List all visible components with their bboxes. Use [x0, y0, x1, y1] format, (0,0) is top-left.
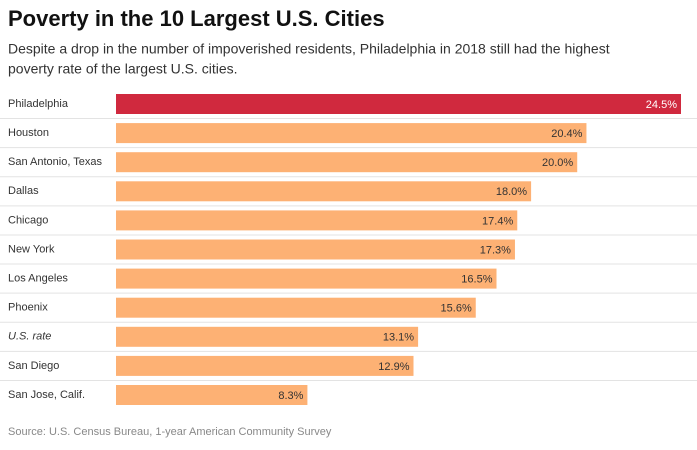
- bar: [116, 94, 681, 114]
- category-label: U.S. rate: [8, 331, 51, 343]
- value-label: 13.1%: [383, 332, 414, 344]
- bar: [116, 210, 518, 231]
- value-label: 18.0%: [496, 186, 527, 198]
- category-label: New York: [8, 243, 55, 255]
- bar: [116, 181, 532, 202]
- value-label: 17.4%: [482, 215, 513, 227]
- subtitle: Despite a drop in the number of impoveri…: [8, 41, 610, 57]
- value-label: 15.6%: [441, 303, 472, 315]
- chart-title: Poverty in the 10 Largest U.S. Cities: [8, 6, 385, 31]
- source: Source: U.S. Census Bureau, 1-year Ameri…: [8, 426, 332, 438]
- category-label: San Jose, Calif.: [8, 389, 85, 401]
- category-label: Chicago: [8, 214, 48, 226]
- category-label: San Antonio, Texas: [8, 156, 102, 168]
- category-label: Philadelphia: [8, 98, 69, 110]
- category-label: Los Angeles: [8, 273, 68, 285]
- value-label: 24.5%: [646, 99, 677, 111]
- bar: [116, 385, 308, 405]
- bar: [116, 268, 497, 289]
- bar: [116, 152, 578, 173]
- bar: [116, 297, 476, 318]
- value-label: 20.0%: [542, 157, 573, 169]
- bar: [116, 326, 419, 347]
- value-label: 16.5%: [461, 274, 492, 286]
- category-label: San Diego: [8, 360, 59, 372]
- category-label: Houston: [8, 127, 49, 139]
- bar: [116, 239, 515, 260]
- category-label: Dallas: [8, 185, 39, 197]
- value-label: 20.4%: [551, 128, 582, 140]
- value-label: 8.3%: [278, 390, 303, 402]
- value-label: 12.9%: [378, 361, 409, 373]
- bar: [116, 123, 587, 144]
- value-label: 17.3%: [480, 244, 511, 256]
- category-label: Phoenix: [8, 302, 48, 314]
- bar: [116, 355, 414, 376]
- subtitle: poverty rate of the largest U.S. cities.: [8, 61, 238, 77]
